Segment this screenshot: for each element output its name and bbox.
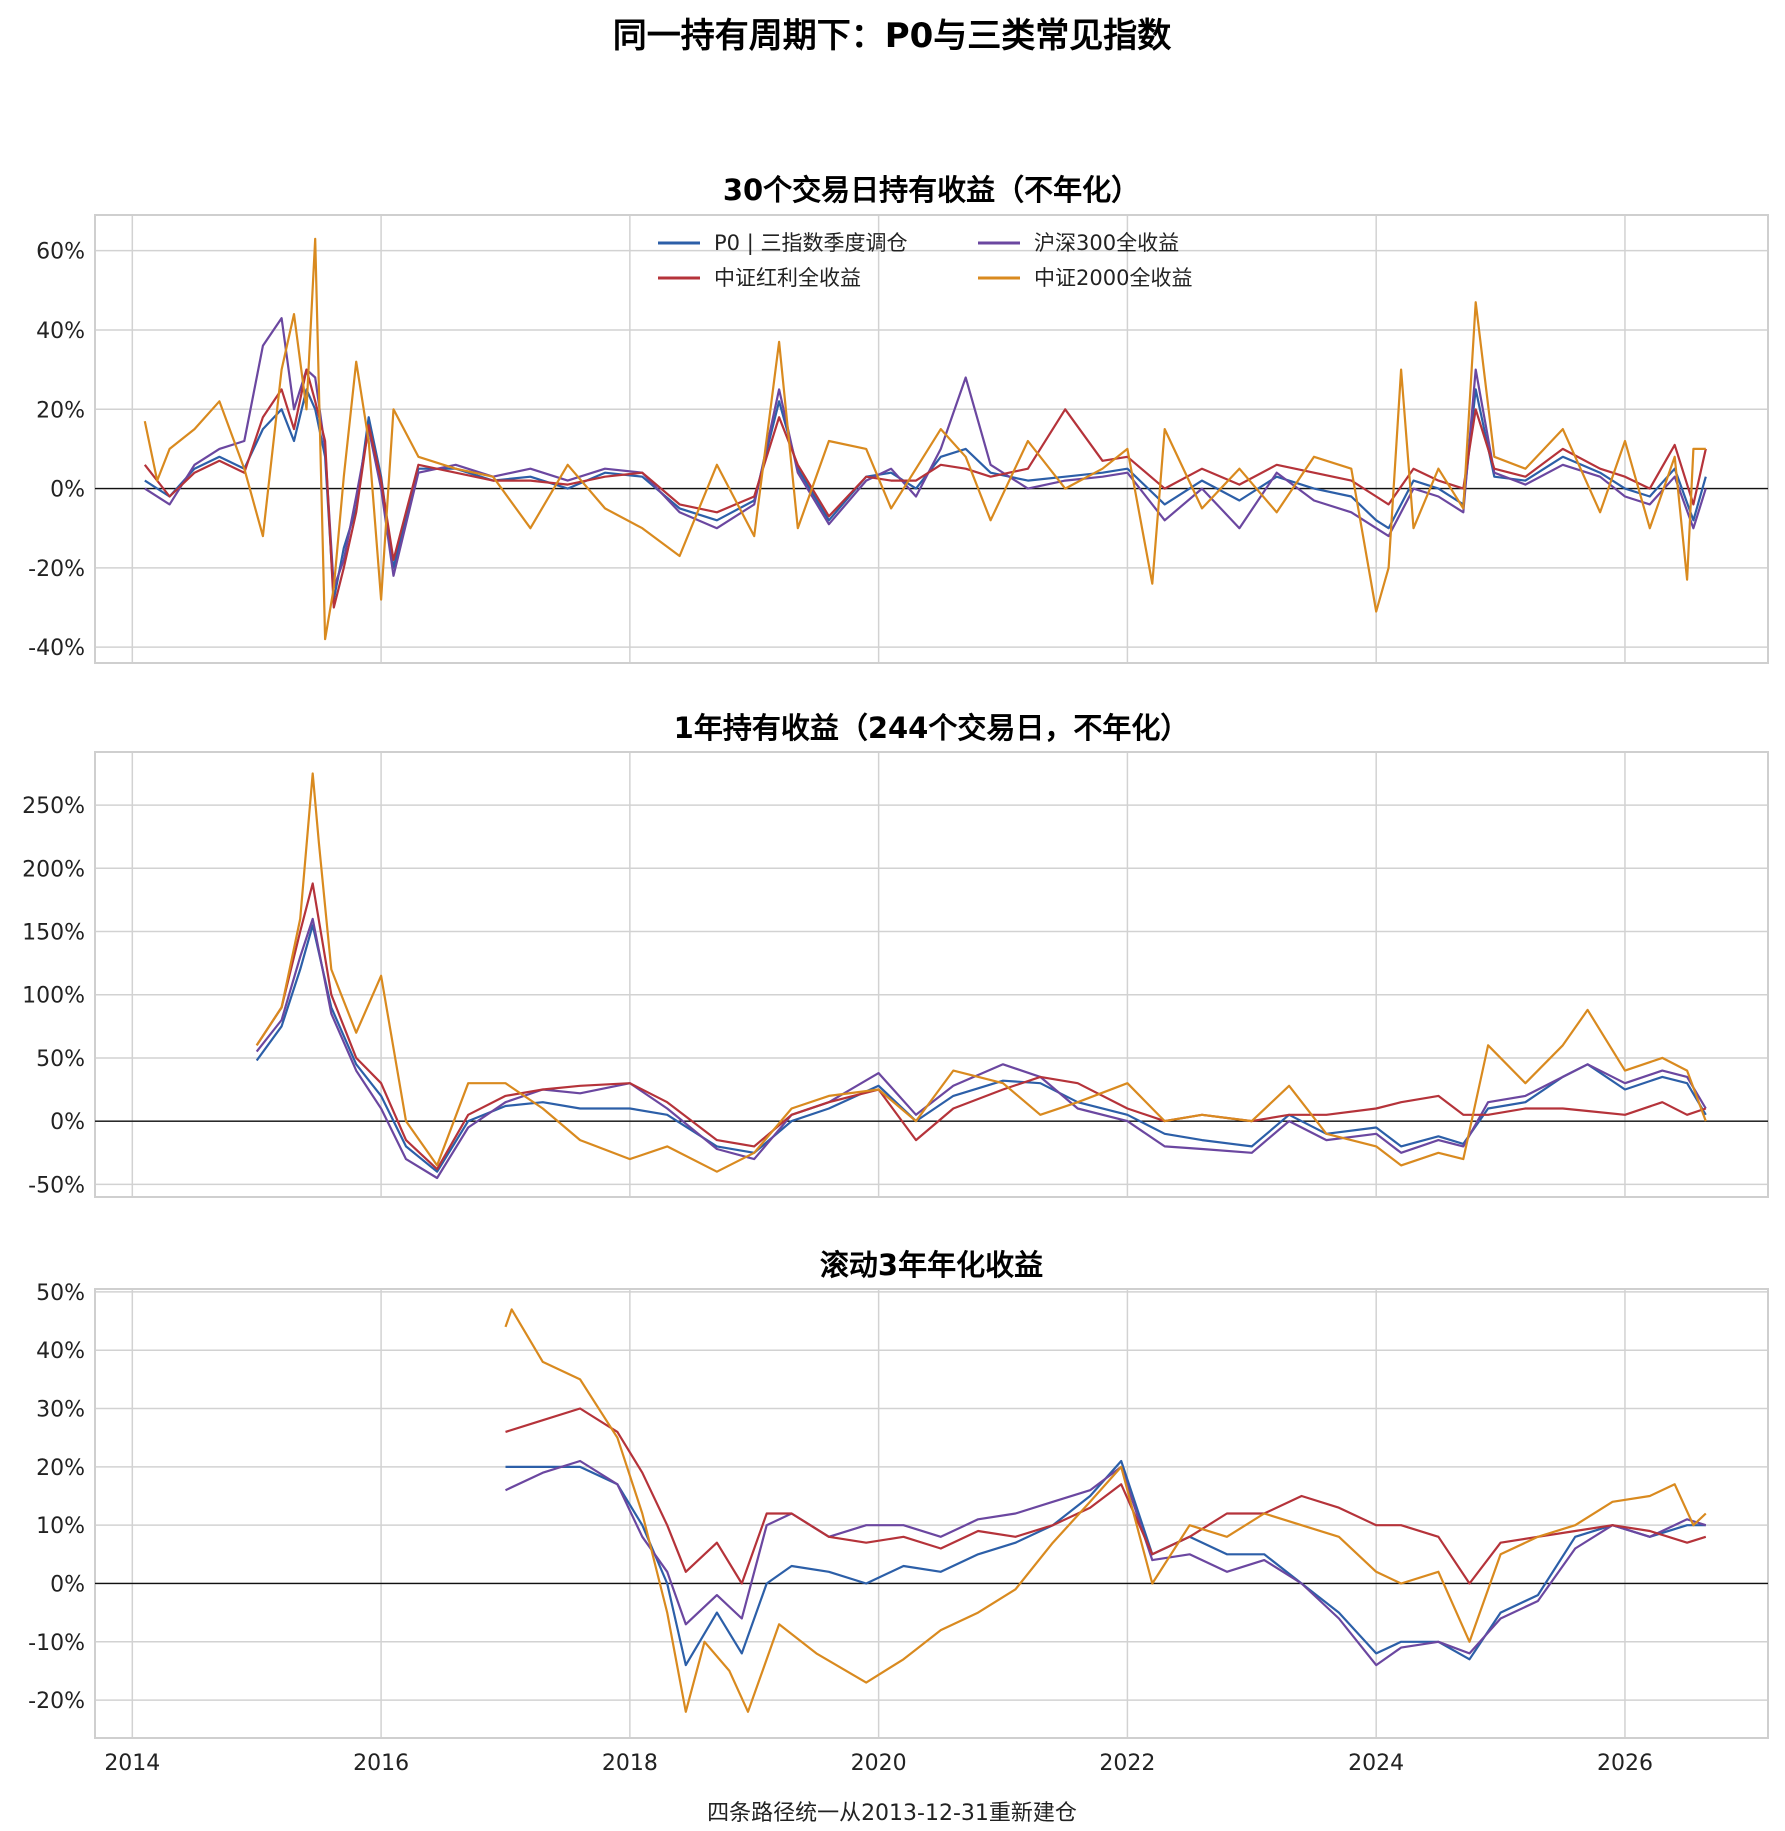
y-tick-label: 200% <box>22 857 85 882</box>
y-tick-label: 60% <box>36 240 85 265</box>
legend-label-hs300: 沪深300全收益 <box>1034 231 1179 255</box>
legend-label-P0: P0 | 三指数季度调仓 <box>714 231 907 256</box>
y-tick-label: 100% <box>22 984 85 1009</box>
panel-3: 滚动3年年化收益 -20% -10% 0% 10% 20% 30% 40% 50% 2014 201… <box>28 1248 1769 1776</box>
series-line-zz2000 <box>255 772 1707 1173</box>
panels: 30个交易日持有收益（不年化） -40% -20% 0% 20% 40% 60% 1年持有收益… <box>22 173 1769 1776</box>
y-tick-label: 250% <box>22 794 85 819</box>
series-line-hongli <box>505 1407 1707 1585</box>
y-tick-label: 0% <box>50 1572 85 1597</box>
x-tick-label: 2020 <box>851 1751 907 1776</box>
x-tick-label: 2014 <box>104 1751 160 1776</box>
y-tick-label: 50% <box>36 1281 85 1306</box>
y-tick-label: 20% <box>36 1456 85 1481</box>
panel-1: 30个交易日持有收益（不年化） -40% -20% 0% 20% 40% 60% <box>28 173 1769 664</box>
y-tick-label: 50% <box>36 1047 85 1072</box>
x-tick-label: 2018 <box>602 1751 658 1776</box>
y-tick-label: 0% <box>50 1110 85 1135</box>
y-tick-label: 40% <box>36 1339 85 1364</box>
x-tick-label: 2026 <box>1597 1751 1653 1776</box>
figure-title: 同一持有周期下：P0与三类常见指数 <box>613 16 1172 56</box>
y-tick-label: -20% <box>28 557 85 582</box>
y-tick-label: -50% <box>28 1173 85 1198</box>
plot-frame <box>94 214 1769 664</box>
x-tick-label: 2022 <box>1099 1751 1155 1776</box>
legend-label-zz2000: 中证2000全收益 <box>1034 266 1192 290</box>
panel-title: 30个交易日持有收益（不年化） <box>723 173 1140 207</box>
x-tick-label: 2024 <box>1348 1751 1404 1776</box>
plot-frame <box>94 751 1769 1198</box>
y-tick-label: 40% <box>36 319 85 344</box>
y-tick-label: 150% <box>22 921 85 946</box>
y-tick-label: 10% <box>36 1514 85 1539</box>
panel-2: 1年持有收益（244个交易日，不年化） -50% 0% 50% 100% 150% 200%… <box>22 711 1769 1198</box>
y-tick-label: 0% <box>50 478 85 503</box>
x-tick-label: 2016 <box>353 1751 409 1776</box>
series-line-hs300 <box>505 1459 1707 1667</box>
series-line-hongli <box>255 882 1707 1171</box>
plot-frame <box>94 1288 1769 1739</box>
y-tick-label: -10% <box>28 1631 85 1656</box>
y-tick-label: -40% <box>28 636 85 661</box>
legend-label-hongli: 中证红利全收益 <box>714 266 861 290</box>
series-line-P0 <box>505 1459 1706 1667</box>
x-axis-label: 四条路径统一从2013-12-31重新建仓 <box>707 1801 1077 1826</box>
series-line-zz2000 <box>504 1308 1707 1713</box>
y-tick-label: -20% <box>28 1689 85 1714</box>
y-tick-label: 30% <box>36 1398 85 1423</box>
panel-title: 滚动3年年化收益 <box>820 1248 1043 1282</box>
panel-title: 1年持有收益（244个交易日，不年化） <box>674 711 1190 745</box>
y-tick-label: 20% <box>36 398 85 423</box>
